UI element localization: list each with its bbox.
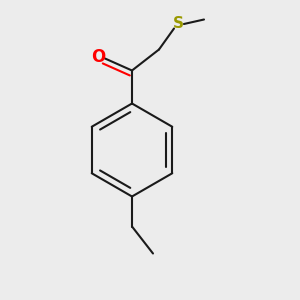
- Text: S: S: [173, 16, 184, 32]
- Text: O: O: [91, 48, 106, 66]
